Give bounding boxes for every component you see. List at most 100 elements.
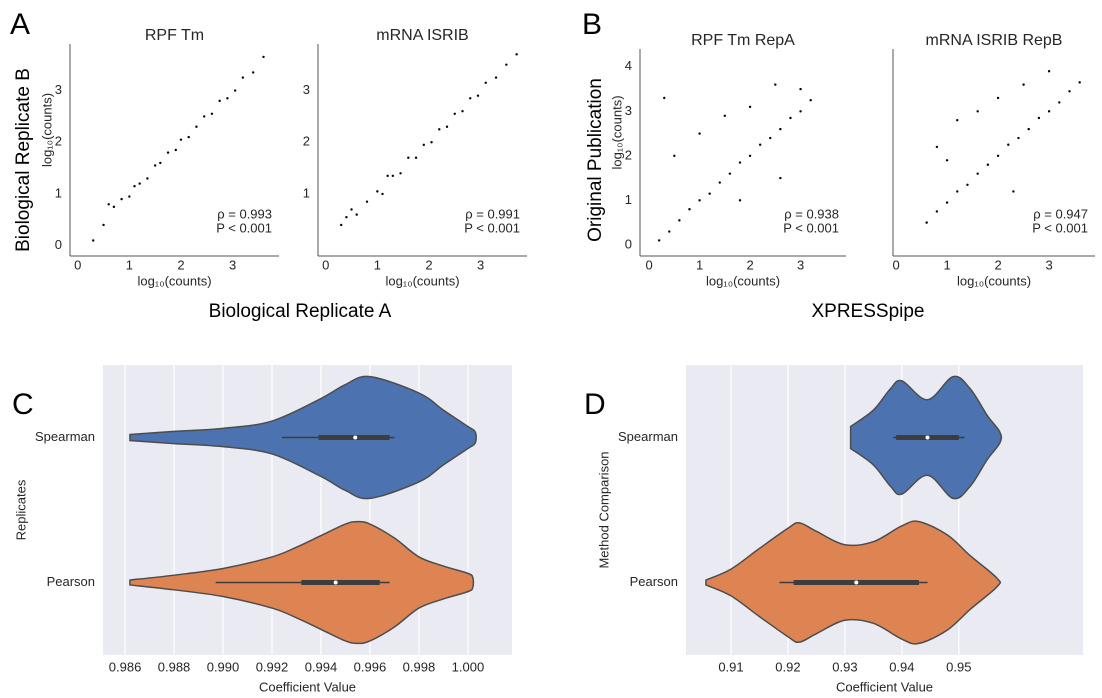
point xyxy=(1058,101,1061,104)
x-tick-label: 0 xyxy=(892,257,899,272)
annotation: P < 0.001 xyxy=(464,220,520,235)
annotation: ρ = 0.993 xyxy=(217,206,272,221)
point xyxy=(1047,70,1051,73)
annotation: ρ = 0.938 xyxy=(784,206,839,221)
x-axis-label: Coefficient Value xyxy=(259,679,356,694)
point xyxy=(956,190,959,193)
y-tick-label: 2 xyxy=(303,134,310,149)
x-tick-label: 1 xyxy=(696,257,703,272)
y-tick-label: 2 xyxy=(625,147,632,162)
subplot-title: RPF Tm xyxy=(145,27,204,44)
x-tick-label: 0.990 xyxy=(207,659,240,674)
point xyxy=(262,55,265,59)
point xyxy=(179,138,183,141)
point xyxy=(445,125,449,128)
point xyxy=(438,128,441,131)
median xyxy=(854,580,859,585)
subplot-title: RPF Tm RepA xyxy=(691,32,795,49)
point xyxy=(355,213,358,216)
shared-y-label: Biological Replicate B xyxy=(13,68,34,252)
point xyxy=(233,89,237,92)
point xyxy=(476,94,480,97)
point xyxy=(723,114,727,117)
point xyxy=(966,183,969,186)
y-tick-label: 0 xyxy=(625,236,632,251)
point xyxy=(251,71,255,74)
point xyxy=(799,110,802,113)
point xyxy=(956,119,959,122)
point xyxy=(494,76,498,79)
point xyxy=(935,210,939,213)
x-tick-label: 0 xyxy=(645,257,652,272)
point xyxy=(1022,83,1025,86)
y-tick-label: 1 xyxy=(55,185,62,200)
point xyxy=(925,221,928,224)
x-tick-label: 3 xyxy=(229,257,236,272)
point xyxy=(92,239,95,242)
point xyxy=(218,99,221,103)
point xyxy=(738,161,742,164)
point xyxy=(779,176,782,180)
x-tick-label: 2 xyxy=(425,257,432,272)
median xyxy=(353,435,358,440)
point xyxy=(146,177,149,180)
point xyxy=(688,208,691,211)
point xyxy=(407,156,410,159)
y-axis-label: log₁₀(counts) xyxy=(609,95,624,169)
point xyxy=(774,83,777,86)
annotation: P < 0.001 xyxy=(216,220,272,235)
x-tick-label: 1 xyxy=(943,257,950,272)
point xyxy=(698,132,701,135)
point xyxy=(107,203,110,206)
point xyxy=(1068,90,1071,93)
y-tick-label: 2 xyxy=(55,134,62,149)
x-tick-label: 0.988 xyxy=(158,659,191,674)
point xyxy=(1012,190,1015,193)
point xyxy=(202,115,206,118)
point xyxy=(515,53,518,56)
point xyxy=(159,161,162,165)
y-tick-label: Pearson xyxy=(630,574,678,589)
y-tick-label: 4 xyxy=(625,58,632,73)
point xyxy=(698,199,701,202)
point xyxy=(728,172,732,175)
point xyxy=(986,163,990,166)
point xyxy=(663,96,666,100)
y-axis-label: Replicates xyxy=(13,479,28,540)
point xyxy=(461,110,464,113)
point xyxy=(976,110,979,113)
panel-letter: D xyxy=(584,388,606,421)
point xyxy=(226,97,229,100)
point xyxy=(935,145,939,149)
annotation: ρ = 0.991 xyxy=(465,206,520,221)
point xyxy=(345,216,348,219)
y-tick-label: Pearson xyxy=(47,574,95,589)
point xyxy=(505,63,508,66)
shared-x-label: XPRESSpipe xyxy=(811,301,924,322)
y-tick-label: 3 xyxy=(55,82,62,97)
point xyxy=(414,156,418,159)
point xyxy=(996,96,1000,100)
point xyxy=(112,205,116,209)
point xyxy=(976,172,979,175)
y-tick-label: 1 xyxy=(625,192,632,207)
median xyxy=(333,580,338,585)
y-axis-label: log₁₀(counts) xyxy=(39,93,54,167)
point xyxy=(748,154,752,158)
point xyxy=(210,112,214,116)
shared-x-label: Biological Replicate A xyxy=(209,301,392,322)
x-tick-label: 0 xyxy=(322,257,329,272)
x-tick-label: 0.92 xyxy=(775,659,800,674)
point xyxy=(340,223,343,227)
point xyxy=(350,208,353,211)
x-axis-label: Coefficient Value xyxy=(836,679,933,694)
point xyxy=(138,182,141,185)
y-tick-label: 0 xyxy=(55,237,62,252)
panel-letter: B xyxy=(582,8,602,41)
point xyxy=(365,200,369,203)
y-tick-label: 3 xyxy=(303,82,310,97)
point xyxy=(945,201,949,204)
x-tick-label: 1 xyxy=(374,257,381,272)
point xyxy=(708,192,711,195)
